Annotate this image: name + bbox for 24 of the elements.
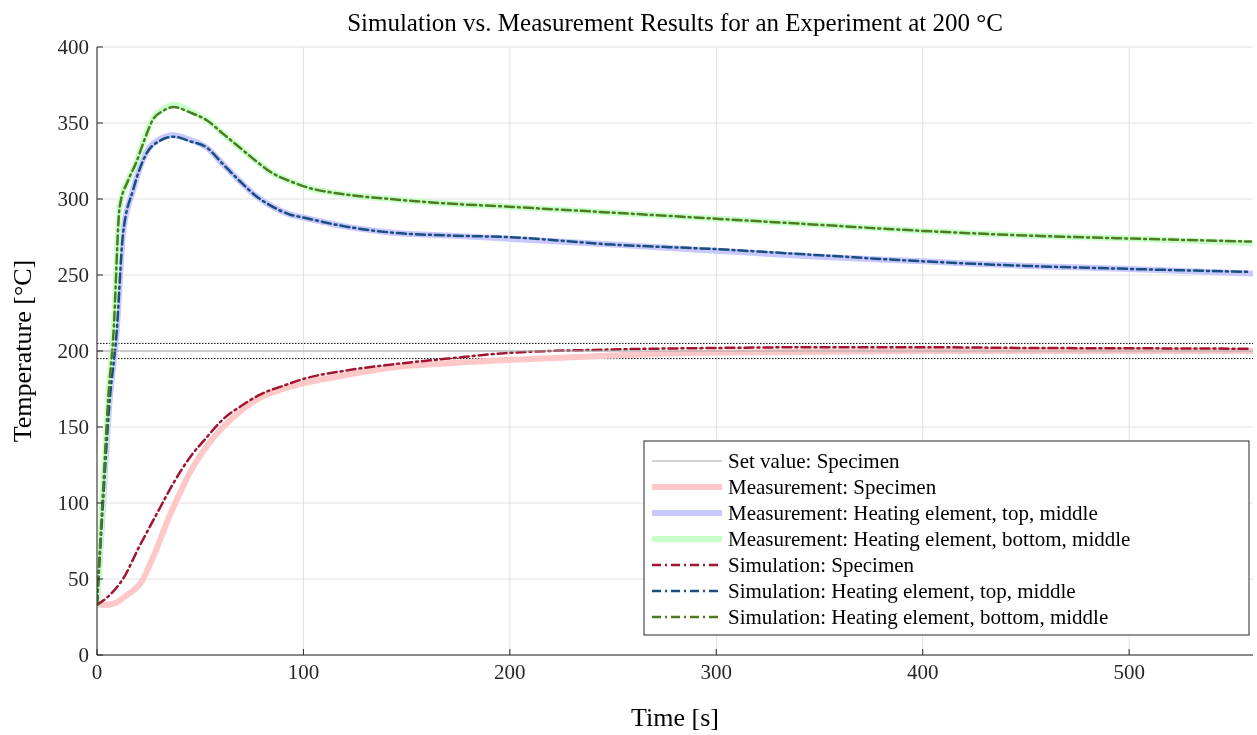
x-tick-label: 400 (906, 660, 939, 684)
legend-label: Measurement: Heating element, bottom, middle (728, 527, 1131, 552)
y-tick-label: 50 (68, 567, 89, 592)
y-tick-label: 250 (57, 263, 89, 288)
y-tick-label: 350 (57, 111, 89, 136)
y-tick-label: 400 (57, 35, 89, 60)
y-tick-label: 200 (57, 339, 89, 364)
y-tick-label: 100 (57, 491, 89, 516)
legend-label: Set value: Specimen (728, 449, 900, 474)
legend-label: Simulation: Heating element, bottom, middle (728, 605, 1109, 630)
y-tick-label: 0 (78, 643, 89, 668)
x-tick-label: 500 (1113, 660, 1145, 684)
x-tick-label: 300 (700, 660, 733, 684)
x-axis-title: Time [s] (631, 703, 719, 732)
legend-label: Simulation: Heating element, top, middle (728, 579, 1076, 604)
chart-title: Simulation vs. Measurement Results for an Experiment at 200 °C (347, 9, 1003, 36)
x-tick-label: 200 (494, 660, 526, 684)
legend-label: Measurement: Specimen (728, 475, 937, 500)
legend-label: Measurement: Heating element, top, middle (728, 501, 1098, 526)
y-tick-label: 150 (57, 415, 89, 440)
y-tick-label: 300 (57, 187, 89, 212)
legend-label: Simulation: Specimen (728, 553, 915, 578)
x-tick-label: 100 (287, 660, 320, 684)
y-axis-title: Temperature [°C] (8, 259, 37, 443)
